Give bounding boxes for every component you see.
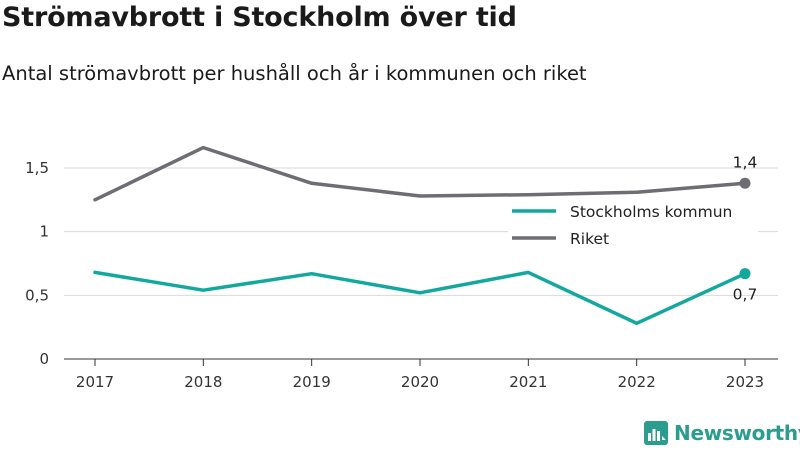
x-tick-label: 2019 [293, 373, 331, 391]
y-tick-label: 1,5 [25, 159, 49, 177]
brand-name: Newsworthy [674, 421, 800, 445]
series-end-marker-0 [739, 268, 751, 280]
x-tick-label: 2021 [509, 373, 547, 391]
legend-label-0: Stockholms kommun [570, 203, 732, 221]
series-lines [93, 145, 751, 326]
chart-subtitle: Antal strömavbrott per hushåll och år i … [2, 62, 587, 85]
legend-background [508, 199, 758, 249]
x-tick-label: 2022 [618, 373, 656, 391]
series-end-label-1: 1,4 [733, 153, 758, 171]
y-axis: 0 0,5 1 1,5 [25, 159, 49, 368]
x-tick-label: 2018 [184, 373, 222, 391]
x-axis: 2017 2018 2019 2020 2021 2022 2023 [64, 358, 778, 391]
legend-label-1: Riket [570, 230, 609, 248]
y-tick-label: 1 [39, 223, 49, 241]
series-end-label-0: 0,7 [733, 286, 758, 304]
chart-title: Strömavbrott i Stockholm över tid [2, 2, 517, 33]
legend: Stockholms kommun Riket [508, 199, 758, 249]
x-tick-label: 2017 [76, 373, 114, 391]
y-tick-label: 0 [39, 350, 49, 368]
x-tick-label: 2023 [726, 373, 764, 391]
y-tick-label: 0,5 [25, 286, 49, 304]
x-tick-label: 2020 [401, 373, 439, 391]
series-line-1 [93, 145, 747, 202]
newsworthy-logo-icon [644, 421, 668, 445]
series-end-marker-1 [739, 177, 751, 189]
series-line-0 [93, 270, 747, 326]
brand-logo: Newsworthy [644, 420, 800, 446]
data-labels: 0,7 1,4 [733, 153, 758, 303]
